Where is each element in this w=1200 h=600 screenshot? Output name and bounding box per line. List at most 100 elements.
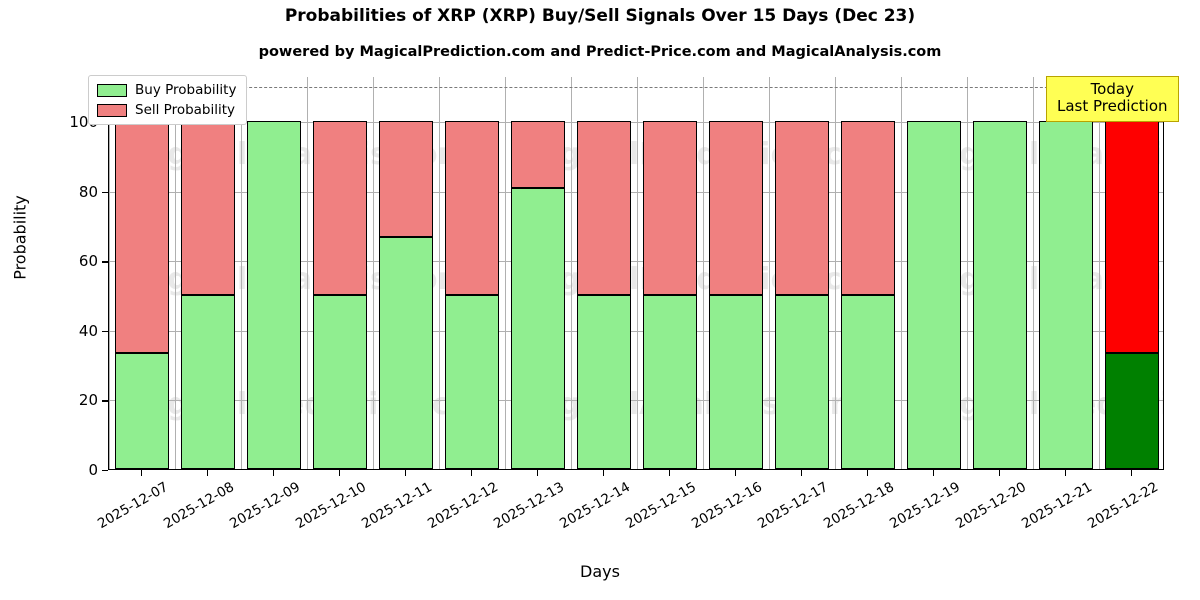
legend-swatch-buy	[97, 83, 127, 97]
bar-segment-sell[interactable]	[378, 121, 434, 238]
bar[interactable]	[906, 77, 962, 469]
y-axis-title: Probability	[10, 195, 30, 280]
legend-label-buy: Buy Probability	[135, 82, 237, 98]
x-axis-tick	[735, 470, 737, 476]
bar-segment-sell[interactable]	[312, 121, 368, 296]
x-axis-tick	[801, 470, 803, 476]
vertical-gridline	[703, 77, 704, 469]
bar-segment-buy[interactable]	[444, 295, 500, 469]
x-axis-tick	[999, 470, 1001, 476]
x-axis-tick	[1065, 470, 1067, 476]
y-axis-tick-label: 60	[78, 252, 98, 271]
bar[interactable]	[180, 77, 236, 469]
today-annotation-line1: Today	[1090, 80, 1134, 98]
horizontal-gridline	[109, 400, 1163, 402]
bar-segment-buy[interactable]	[1104, 353, 1160, 469]
bar[interactable]	[246, 77, 302, 469]
bar-segment-sell[interactable]	[576, 121, 632, 296]
bar[interactable]	[774, 77, 830, 469]
bar-segment-sell[interactable]	[1104, 121, 1160, 354]
legend-label-sell: Sell Probability	[135, 102, 236, 118]
today-annotation: Today Last Prediction	[1046, 76, 1179, 122]
bar-segment-buy[interactable]	[972, 121, 1028, 469]
vertical-gridline	[373, 77, 374, 469]
horizontal-gridline	[109, 122, 1163, 124]
vertical-gridline	[307, 77, 308, 469]
bar[interactable]	[642, 77, 698, 469]
bar[interactable]	[378, 77, 434, 469]
vertical-gridline	[637, 77, 638, 469]
y-axis-tick	[102, 400, 108, 402]
vertical-gridline	[241, 77, 242, 469]
y-axis-tick-label: 40	[78, 321, 98, 340]
y-axis-tick-label: 0	[88, 461, 98, 479]
bar[interactable]	[840, 77, 896, 469]
plot-area: MagicalAnalysis.comMagicalPrediction.com…	[108, 77, 1164, 470]
x-axis-title: Days	[580, 562, 620, 581]
reference-line	[109, 87, 1163, 89]
bar-segment-buy[interactable]	[774, 295, 830, 469]
legend-item-sell[interactable]: Sell Probability	[97, 102, 236, 118]
vertical-gridline	[505, 77, 506, 469]
legend[interactable]: Buy Probability Sell Probability	[88, 75, 248, 125]
today-annotation-line2: Last Prediction	[1057, 96, 1168, 115]
horizontal-gridline	[109, 330, 1163, 332]
y-axis-tick	[102, 261, 108, 263]
x-axis-tick	[339, 470, 341, 476]
bar-segment-buy[interactable]	[180, 295, 236, 469]
bar[interactable]	[510, 77, 566, 469]
bar[interactable]	[1038, 77, 1094, 469]
bar-segment-sell[interactable]	[510, 121, 566, 188]
bar-segment-buy[interactable]	[114, 353, 170, 469]
vertical-gridline	[1099, 77, 1100, 469]
bar-segment-buy[interactable]	[576, 295, 632, 469]
vertical-gridline	[769, 77, 770, 469]
bar-segment-buy[interactable]	[642, 295, 698, 469]
bar[interactable]	[114, 77, 170, 469]
bar[interactable]	[708, 77, 764, 469]
legend-swatch-sell	[97, 103, 127, 117]
x-axis-tick	[1131, 470, 1133, 476]
bar-segment-sell[interactable]	[114, 121, 170, 354]
y-axis-tick	[102, 470, 108, 472]
bar-segment-buy[interactable]	[1038, 121, 1094, 469]
horizontal-gridline	[109, 191, 1163, 193]
y-axis-tick	[102, 330, 108, 333]
bar-segment-buy[interactable]	[378, 237, 434, 469]
x-axis-tick	[207, 470, 209, 476]
vertical-gridline	[175, 77, 176, 469]
plot-inner: MagicalAnalysis.comMagicalPrediction.com…	[109, 77, 1163, 469]
bar-segment-sell[interactable]	[708, 121, 764, 296]
bar-segment-buy[interactable]	[510, 188, 566, 469]
legend-item-buy[interactable]: Buy Probability	[97, 82, 236, 98]
x-axis-tick	[273, 470, 275, 476]
bar-segment-sell[interactable]	[774, 121, 830, 296]
x-axis-tick	[933, 470, 935, 476]
vertical-gridline	[439, 77, 440, 469]
chart-title: Probabilities of XRP (XRP) Buy/Sell Sign…	[284, 6, 916, 26]
bar[interactable]	[576, 77, 632, 469]
bar-segment-buy[interactable]	[246, 121, 302, 469]
vertical-gridline	[901, 77, 902, 469]
y-axis-tick	[102, 191, 108, 193]
chart-subtitle: powered by MagicalPrediction.com and Pre…	[258, 44, 942, 60]
x-axis-tick	[603, 470, 605, 476]
bar-segment-buy[interactable]	[840, 295, 896, 469]
horizontal-gridline	[109, 261, 1163, 263]
x-axis-tick	[141, 470, 143, 476]
bar[interactable]	[312, 77, 368, 469]
bar-today[interactable]	[1104, 77, 1160, 469]
bar[interactable]	[444, 77, 500, 469]
x-axis-tick	[471, 470, 473, 476]
bar-segment-buy[interactable]	[906, 121, 962, 469]
bar[interactable]	[972, 77, 1028, 469]
bar-segment-buy[interactable]	[708, 295, 764, 469]
bar-segment-buy[interactable]	[312, 295, 368, 469]
bar-segment-sell[interactable]	[444, 121, 500, 296]
vertical-gridline	[1033, 77, 1034, 469]
bar-segment-sell[interactable]	[642, 121, 698, 296]
vertical-gridline	[835, 77, 836, 469]
bar-segment-sell[interactable]	[840, 121, 896, 296]
bar-segment-sell[interactable]	[180, 121, 236, 296]
